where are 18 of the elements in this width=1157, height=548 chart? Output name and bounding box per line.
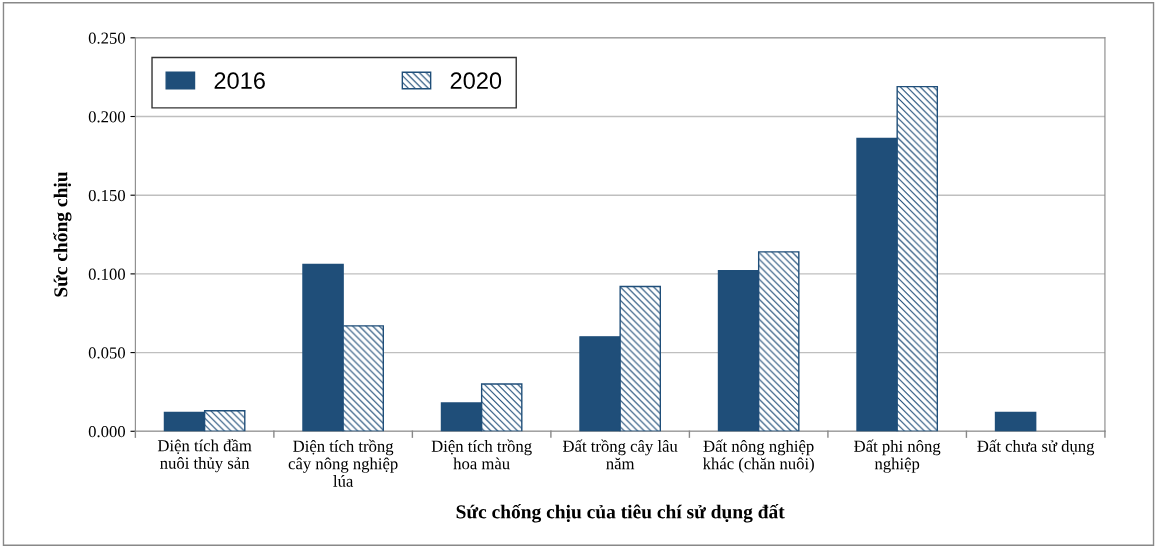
x-axis-title: Sức chống chịu của tiêu chí sử dụng đất [456,504,785,523]
y-tick-label: 0.000 [88,425,126,438]
x-tick-label: Đất chưa sử dụng [977,439,1095,456]
y-axis-title: Sức chống chịu [53,171,72,297]
legend-label: 2016 [214,72,265,89]
legend-label: 2020 [450,72,502,89]
x-tick-label: Đất trồng cây lâu năm [562,439,678,470]
y-tick-label: 0.050 [88,347,126,359]
x-tick-label: Diện tích trồng hoa màu [431,439,532,470]
x-tick-label: Đất phi nông nghiệp [854,439,941,473]
y-tick-label: 0.250 [88,32,126,44]
x-tick-label: Diện tích đầm nuôi thủy sản [157,439,252,473]
x-tick-label: Đất nông nghiệp khác (chăn nuôi) [702,439,814,473]
y-tick-label: 0.150 [88,189,126,202]
x-tick-label: Diện tích trồng cây nông nghiệp lúa [288,439,398,487]
y-tick-label: 0.100 [88,268,126,280]
bar [994,411,1037,432]
y-tick-label: 0.200 [88,111,126,123]
